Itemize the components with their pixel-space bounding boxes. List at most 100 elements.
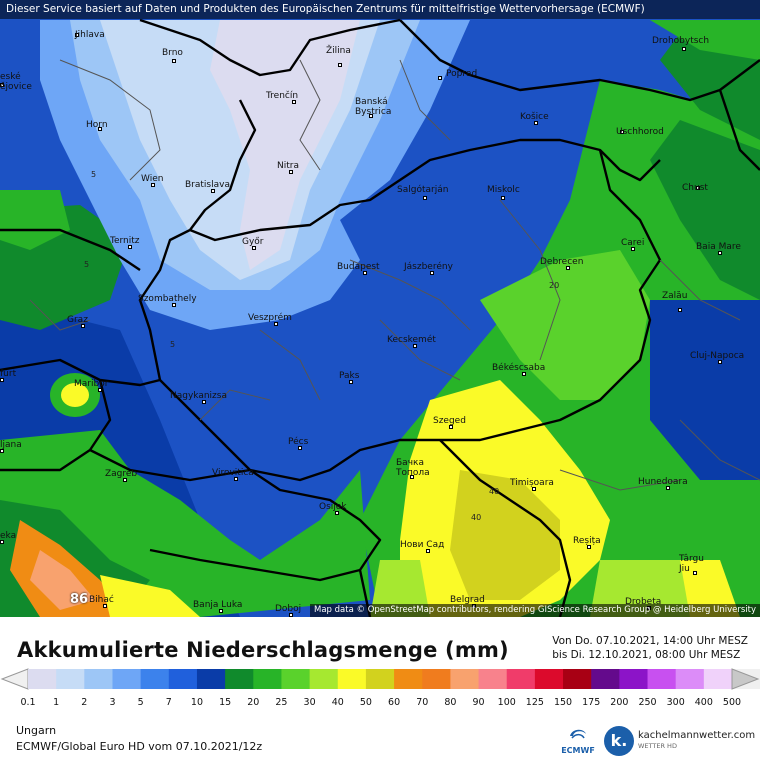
city-marker-icon [438, 76, 442, 80]
city-uschhorod: Uschhorod [616, 127, 664, 137]
color-scale-ticks: 0.1 1 2 3 5 7 10 15 20 25 30 40 50 60 70 80 90 100 125 150 1… [0, 697, 760, 711]
city-label: Osijek [319, 502, 347, 512]
scale-swatch [478, 669, 508, 689]
city-label: Trenčín [266, 91, 299, 101]
ecmwf-logo[interactable]: ECMWF [561, 726, 595, 756]
city-marker-icon [410, 475, 414, 479]
region-borders [29, 59, 760, 491]
city-carei: Carei [621, 238, 644, 254]
scale-tick-label: 2 [81, 697, 88, 708]
model-run: ECMWF/Global Euro HD vom 07.10.2021/12z [16, 740, 263, 753]
region-name: Ungarn [16, 724, 57, 737]
scale-swatch [365, 669, 395, 689]
scale-tick-label: 400 [694, 697, 713, 708]
city-marker-icon [75, 33, 79, 37]
city-osijek: Osijek [319, 502, 347, 518]
city-label: Graz [67, 315, 88, 325]
city-label: Pécs [288, 437, 309, 447]
scale-swatch [225, 669, 254, 689]
scale-swatch [140, 669, 170, 689]
city-marker-icon [693, 571, 697, 575]
scale-tick-label: 80 [444, 697, 457, 708]
city-label: Szeged [433, 416, 466, 426]
city-brno: Brno [162, 48, 183, 66]
city-label: Cluj-Napoca [690, 351, 745, 361]
city-label: Doboj [275, 604, 302, 614]
provider-brand[interactable]: kachelmannwetter.com WETTER HD [638, 730, 755, 752]
scale-tick-label: 40 [331, 697, 344, 708]
city-budapest: Budapest [337, 262, 380, 278]
scale-tick-label: 200 [610, 697, 629, 708]
scale-swatch [394, 669, 423, 689]
city-marker-icon [631, 247, 635, 251]
city-label: Miskolc [487, 185, 520, 195]
city-marker-icon [718, 360, 722, 364]
city-ternitz: Ternitz [110, 236, 140, 252]
city-eka: eka [0, 531, 16, 547]
city-szombathely: Szombathely [138, 294, 197, 310]
city-label: Ternitz [110, 236, 140, 246]
scale-right-arrow-icon [731, 668, 760, 690]
city-doboj: Doboj [275, 604, 301, 617]
city-marker-icon [430, 271, 434, 275]
city-marker-icon [98, 388, 102, 392]
city-marker-icon [274, 322, 278, 326]
city-marker-icon [202, 400, 206, 404]
isoline-label: 40 [489, 487, 500, 496]
scale-swatch [563, 669, 592, 689]
city-zalău: Zalău [662, 291, 687, 315]
city-marker-icon [678, 308, 682, 312]
city-jihlava: Jihlava [75, 30, 105, 40]
scale-swatch [703, 669, 733, 689]
city-label: Nagykanizsa [170, 391, 227, 401]
city-label: Zagreb [105, 469, 138, 479]
city-târgu-jiu: Târgu Jiu [679, 554, 704, 578]
city-jászberény: Jászberény [404, 262, 453, 278]
city-wien: Wien [141, 174, 163, 190]
city-salgótarján: Salgótarján [397, 185, 448, 203]
city-label: Budapest [337, 262, 380, 272]
scale-tick-label: 3 [109, 697, 116, 708]
scale-tick-label: 60 [388, 697, 401, 708]
isoline-label: 20 [549, 281, 560, 290]
scale-tick-label: 100 [497, 697, 516, 708]
ecmwf-logo-text: ECMWF [561, 746, 595, 755]
city-marker-icon [718, 251, 722, 255]
kachelmann-k-icon[interactable]: k. [604, 726, 634, 756]
scale-swatch [675, 669, 705, 689]
city-marker-icon [423, 196, 427, 200]
city-label: eka [0, 531, 17, 541]
city-marker-icon [298, 446, 302, 450]
scale-swatch [534, 669, 564, 689]
scale-swatch [56, 669, 85, 689]
city-marker-icon [501, 196, 505, 200]
isoline-label: 5 [91, 170, 97, 179]
city-marker-icon [338, 63, 342, 67]
city-label: Bihać [89, 595, 114, 605]
city-label: Košice [520, 112, 549, 122]
scale-swatch [28, 669, 57, 689]
city-kecskemét: Kecskemét [387, 335, 436, 351]
city-poprad: Poprad [438, 69, 477, 83]
scale-swatch [619, 669, 649, 689]
scale-swatch [281, 669, 311, 689]
city-marker-icon [369, 114, 373, 118]
city-marker-icon [666, 486, 670, 490]
scale-tick-label: 125 [525, 697, 544, 708]
isoline-label: 40 [471, 513, 482, 522]
ecmwf-swirl-icon [570, 729, 586, 739]
precipitation-map[interactable]: Dieser Service basiert auf Daten und Pro… [0, 0, 760, 617]
city-žilina: Žilina [326, 46, 351, 70]
scale-swatch [168, 669, 198, 689]
city-marker-icon [532, 487, 536, 491]
isoline-label: 5 [84, 260, 90, 269]
provider-subtitle: WETTER HD [638, 742, 677, 750]
color-scale-bar [0, 668, 760, 690]
scale-swatch [253, 669, 282, 689]
city-label: Szombathely [138, 294, 197, 304]
city-label: Kecskemét [387, 335, 436, 345]
city-label: Veszprém [248, 313, 292, 323]
city-győr: Győr [242, 237, 264, 253]
city-label: Chust [682, 183, 708, 193]
city-békéscsaba: Békéscsaba [492, 363, 545, 379]
